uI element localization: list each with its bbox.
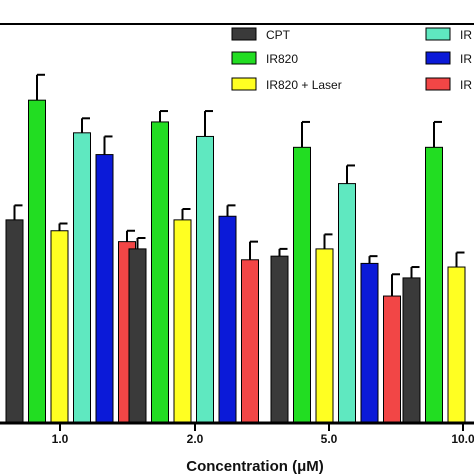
error-bar-series-2-cat-1 — [181, 207, 191, 220]
bar-series-4-cat-1 — [218, 215, 237, 424]
bar-series-0-cat-2 — [270, 255, 289, 424]
bar-series-1-cat-0 — [28, 99, 46, 424]
error-bar-series-1-cat-0 — [36, 73, 45, 101]
error-bar-series-0-cat-2 — [278, 247, 288, 257]
error-bar-series-1-cat-2 — [301, 120, 310, 148]
error-bar-series-2-cat-0 — [58, 222, 68, 231]
bar-series-1-cat-1 — [151, 121, 169, 424]
error-bar-series-5-cat-2 — [391, 273, 400, 297]
bar-series-0-cat-3 — [402, 277, 421, 424]
bar-series-3-cat-0 — [73, 132, 91, 424]
legend-item-2: IR820 + Laser — [231, 77, 342, 92]
error-bar-series-4-cat-2 — [368, 255, 378, 264]
error-bar-series-0-cat-3 — [410, 266, 420, 278]
bar-series-4-cat-0 — [95, 154, 114, 424]
axes-layer — [0, 23, 474, 425]
bar-series-0-cat-0 — [5, 219, 24, 424]
bar-series-5-cat-2 — [383, 295, 401, 424]
legend-label-1: IR820 — [266, 52, 298, 66]
legend-swatch-5 — [425, 77, 451, 91]
error-bar-series-3-cat-1 — [204, 110, 213, 137]
bar-series-5-cat-1 — [241, 259, 259, 424]
error-bar-series-1-cat-3 — [433, 120, 442, 148]
legend-swatch-2 — [231, 77, 257, 91]
legend-swatch-4 — [425, 51, 451, 65]
error-bar-series-1-cat-1 — [159, 110, 168, 122]
legend-item-1: IR820 — [231, 51, 298, 66]
error-bar-series-3-cat-2 — [346, 164, 355, 184]
error-bar-series-2-cat-3 — [455, 251, 465, 268]
x-tick-label-1: 2.0 — [187, 432, 204, 446]
error-bar-series-0-cat-1 — [136, 237, 146, 249]
legend-item-4: IR — [425, 51, 472, 66]
legend-label-0: CPT — [266, 28, 291, 42]
bar-series-3-cat-2 — [338, 183, 356, 424]
legend-label-3: IR — [460, 28, 472, 42]
legend-label-4: IR — [460, 52, 472, 66]
legend-swatch-0 — [231, 27, 257, 41]
x-tick-label-2: 5.0 — [321, 432, 338, 446]
bar-series-3-cat-1 — [196, 135, 214, 424]
legend-item-5: IR — [425, 77, 472, 92]
bar-series-2-cat-0 — [50, 230, 69, 424]
legend-item-3: IR — [425, 27, 472, 42]
x-tick-label-3: 10.0 — [451, 432, 474, 446]
error-bar-series-3-cat-0 — [81, 117, 90, 133]
bar-series-2-cat-3 — [447, 266, 466, 424]
ticks-layer: 1.0 2.0 5.0 10.0 — [52, 423, 474, 446]
legend-label-5: IR — [460, 78, 472, 92]
bar-series-1-cat-2 — [293, 146, 311, 424]
bar-series-4-cat-2 — [360, 262, 379, 424]
x-tick-label-0: 1.0 — [52, 432, 69, 446]
error-bar-series-5-cat-1 — [249, 240, 258, 260]
legend-swatch-3 — [425, 27, 451, 41]
legend-swatch-1 — [231, 51, 257, 65]
bar-series-0-cat-1 — [128, 248, 147, 424]
error-bar-series-0-cat-0 — [13, 204, 23, 220]
legend-label-2: IR820 + Laser — [266, 78, 342, 92]
error-bar-series-4-cat-1 — [226, 204, 236, 217]
error-bar-series-5-cat-0 — [126, 229, 135, 242]
error-bar-series-4-cat-0 — [103, 135, 113, 155]
error-bar-series-2-cat-2 — [323, 233, 333, 249]
bars-layer — [5, 73, 466, 424]
x-axis-title: Concentration (μM) — [186, 458, 324, 474]
bar-series-1-cat-3 — [425, 146, 443, 424]
legend: CPT IR820 IR820 + Laser IR IR IR — [231, 27, 472, 92]
legend-item-0: CPT — [231, 27, 291, 42]
bar-series-2-cat-1 — [173, 219, 192, 424]
bar-series-2-cat-2 — [315, 248, 334, 424]
